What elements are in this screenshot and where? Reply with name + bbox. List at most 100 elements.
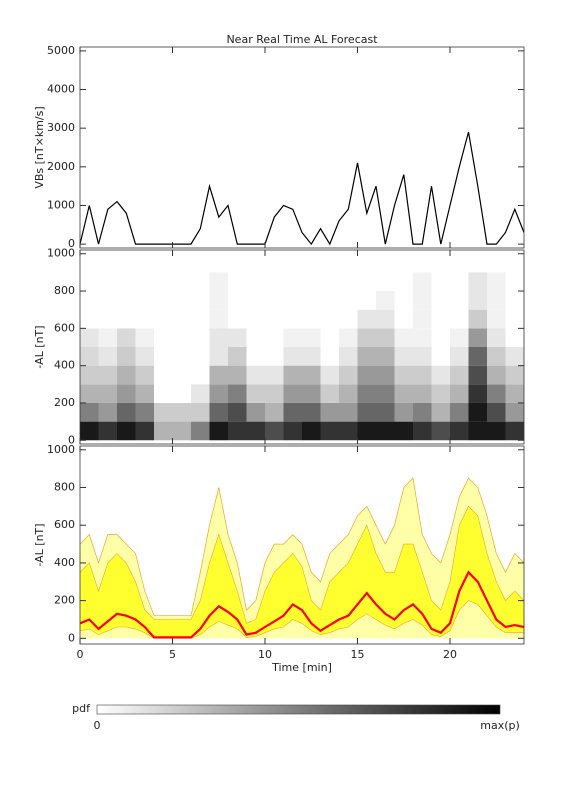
heatmap-cell bbox=[394, 402, 413, 422]
chart-title: Near Real Time AL Forecast bbox=[226, 33, 378, 46]
heatmap-cell bbox=[172, 309, 191, 329]
heatmap-cell bbox=[376, 421, 395, 441]
y-tick-label: 0 bbox=[68, 237, 75, 250]
heatmap-cell bbox=[135, 328, 154, 347]
heatmap-cell bbox=[468, 402, 487, 422]
y-axis-label: -AL [nT] bbox=[33, 523, 46, 566]
heatmap-cell bbox=[172, 402, 191, 422]
y-tick-label: 0 bbox=[68, 433, 75, 446]
heatmap-cell bbox=[505, 384, 524, 403]
heatmap-cell bbox=[320, 384, 339, 403]
heatmap-cell bbox=[135, 291, 154, 310]
heatmap-cell bbox=[209, 365, 228, 385]
heatmap-cell bbox=[487, 402, 506, 422]
heatmap-cell bbox=[80, 365, 99, 385]
heatmap-cell bbox=[283, 365, 302, 385]
plot-frame bbox=[79, 249, 525, 445]
heatmap-cell bbox=[172, 347, 191, 366]
y-tick-label: 4000 bbox=[47, 83, 75, 96]
heatmap-cell bbox=[339, 272, 358, 292]
heatmap-cell bbox=[265, 384, 284, 403]
heatmap-cell bbox=[154, 347, 173, 366]
heatmap-cell bbox=[376, 365, 395, 385]
heatmap-cell bbox=[283, 272, 302, 292]
heatmap-cell bbox=[413, 309, 432, 329]
heatmap-cell bbox=[228, 365, 247, 385]
heatmap-cell bbox=[487, 328, 506, 347]
heatmap-cell bbox=[302, 328, 321, 347]
y-axis-label: -AL [nT] bbox=[33, 325, 46, 368]
heatmap-cell bbox=[191, 291, 210, 310]
heatmap-cell bbox=[154, 365, 173, 385]
y-axis-label: VBs [nT×km/s] bbox=[33, 106, 46, 188]
heatmap-cell bbox=[339, 384, 358, 403]
y-tick-label: 3000 bbox=[47, 121, 75, 134]
heatmap-cell bbox=[283, 384, 302, 403]
y-tick-label: 400 bbox=[54, 556, 75, 569]
heatmap-cell bbox=[468, 384, 487, 403]
heatmap-cell bbox=[135, 309, 154, 329]
heatmap-cell bbox=[246, 365, 265, 385]
colorbar-max-label: max(p) bbox=[480, 719, 520, 732]
heatmap-cell bbox=[431, 347, 450, 366]
heatmap-cell bbox=[450, 402, 469, 422]
heatmap-cell bbox=[302, 347, 321, 366]
heatmap-cell bbox=[376, 272, 395, 292]
y-tick-label: 800 bbox=[54, 284, 75, 297]
heatmap-cell bbox=[98, 291, 117, 310]
heatmap-cell bbox=[117, 421, 136, 441]
heatmap-cell bbox=[209, 309, 228, 329]
heatmap-cell bbox=[265, 402, 284, 422]
heatmap-cell bbox=[468, 309, 487, 329]
heatmap-cell bbox=[172, 421, 191, 441]
heatmap-cell bbox=[320, 272, 339, 292]
heatmap-cell bbox=[376, 384, 395, 403]
heatmap-cell bbox=[98, 347, 117, 366]
heatmap-cell bbox=[450, 421, 469, 441]
heatmap-cell bbox=[320, 347, 339, 366]
heatmap-cell bbox=[98, 309, 117, 329]
heatmap-cell bbox=[431, 365, 450, 385]
heatmap-cell bbox=[265, 421, 284, 441]
heatmap-cell bbox=[320, 309, 339, 329]
heatmap-cell bbox=[98, 421, 117, 441]
x-tick-label: 10 bbox=[258, 648, 272, 661]
heatmap-cell bbox=[376, 309, 395, 329]
heatmap-cell bbox=[357, 384, 376, 403]
heatmap-cell bbox=[339, 347, 358, 366]
heatmap-cell bbox=[302, 402, 321, 422]
heatmap-cell bbox=[339, 421, 358, 441]
heatmap-cell bbox=[376, 402, 395, 422]
heatmap-cell bbox=[246, 272, 265, 292]
plot-frame bbox=[79, 46, 525, 249]
heatmap-cell bbox=[487, 347, 506, 366]
heatmap-cell bbox=[117, 309, 136, 329]
heatmap-cell bbox=[468, 272, 487, 292]
heatmap-cell bbox=[154, 328, 173, 347]
heatmap-cell bbox=[265, 347, 284, 366]
heatmap-cell bbox=[339, 328, 358, 347]
heatmap-cell bbox=[357, 347, 376, 366]
heatmap-cell bbox=[172, 272, 191, 292]
heatmap-cell bbox=[80, 291, 99, 310]
y-tick-label: 200 bbox=[54, 396, 75, 409]
heatmap-cell bbox=[98, 272, 117, 292]
heatmap-cell bbox=[302, 272, 321, 292]
heatmap-cell bbox=[172, 365, 191, 385]
heatmap-cell bbox=[209, 384, 228, 403]
heatmap-cell bbox=[302, 384, 321, 403]
y-tick-label: 200 bbox=[54, 594, 75, 607]
heatmap-cell bbox=[154, 384, 173, 403]
heatmap-cell bbox=[394, 291, 413, 310]
heatmap-cell bbox=[172, 291, 191, 310]
heatmap-cell bbox=[265, 272, 284, 292]
heatmap-cell bbox=[431, 272, 450, 292]
heatmap-cell bbox=[191, 347, 210, 366]
y-tick-label: 1000 bbox=[47, 443, 75, 456]
heatmap-cell bbox=[228, 309, 247, 329]
heatmap-cell bbox=[228, 347, 247, 366]
heatmap-cell bbox=[320, 291, 339, 310]
heatmap-cell bbox=[468, 365, 487, 385]
plot-area bbox=[80, 272, 524, 441]
heatmap-cell bbox=[505, 309, 524, 329]
